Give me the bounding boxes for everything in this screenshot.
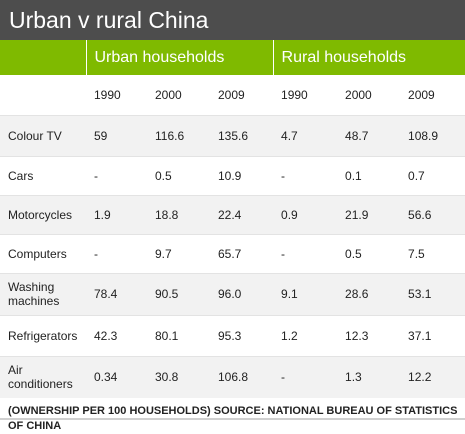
year-header: 2000 [147,75,210,115]
table-cell: 53.1 [400,272,465,315]
table-cell: 37.1 [400,314,465,356]
year-header-row: 1990 2000 2009 1990 2000 2009 [0,75,465,115]
table-row: Cars - 0.5 10.9 - 0.1 0.7 [0,155,465,195]
table-cell: 30.8 [147,355,210,398]
table-row: Air conditioners 0.34 30.8 106.8 - 1.3 1… [0,355,465,398]
table-cell: 22.4 [210,194,274,234]
table-cell: 21.9 [337,194,401,234]
row-label: Air conditioners [0,355,86,398]
table-cell: 56.6 [400,194,465,234]
table-cell: 1.3 [337,355,401,398]
table-cell: 116.6 [147,114,210,156]
table-cell: 65.7 [210,233,274,273]
year-header: 2009 [210,75,274,115]
table-cell: - [273,155,338,195]
table-cell: 48.7 [337,114,401,156]
table-cell: 12.3 [337,314,401,356]
table-cell: 28.6 [337,272,401,315]
year-header: 1990 [86,75,147,115]
table-cell: 95.3 [210,314,274,356]
table-cell: 7.5 [400,233,465,273]
table-row: Computers - 9.7 65.7 - 0.5 7.5 [0,233,465,273]
source-note: (OWNERSHIP PER 100 HOUSEHOLDS) SOURCE: N… [8,405,458,432]
table-cell: 135.6 [210,114,274,156]
table-row: Washing machines 78.4 90.5 96.0 9.1 28.6… [0,272,465,315]
year-header: 1990 [273,75,338,115]
row-label: Washing machines [0,272,86,315]
ownership-table: Urban households Rural households 1990 2… [0,40,465,398]
table-cell: - [86,233,147,273]
table-cell: - [273,233,338,273]
group-header-blank [0,40,86,75]
table-title: Urban v rural China [0,0,465,40]
table-cell: - [86,155,147,195]
table-cell: - [273,355,338,398]
row-label: Computers [0,233,86,273]
table-row: Refrigerators 42.3 80.1 95.3 1.2 12.3 37… [0,314,465,356]
table-cell: 80.1 [147,314,210,356]
table-cell: 4.7 [273,114,338,156]
bottom-divider [0,418,465,420]
row-label: Colour TV [0,114,86,156]
table-cell: 0.5 [147,155,210,195]
rural-group-header: Rural households [272,40,465,75]
table-cell: 0.7 [400,155,465,195]
table-cell: 90.5 [147,272,210,315]
table-cell: 59 [86,114,147,156]
row-label: Motorcycles [0,194,86,234]
table-cell: 0.5 [337,233,401,273]
table-cell: 18.8 [147,194,210,234]
table-cell: 42.3 [86,314,147,356]
table-cell: 9.1 [273,272,338,315]
table-cell: 108.9 [400,114,465,156]
table-cell: 0.1 [337,155,401,195]
row-label: Refrigerators [0,314,86,356]
table-row: Motorcycles 1.9 18.8 22.4 0.9 21.9 56.6 [0,194,465,234]
table-cell: 1.9 [86,194,147,234]
table-cell: 0.34 [86,355,147,398]
table-cell: 106.8 [210,355,274,398]
year-header-blank [0,75,86,115]
year-header: 2000 [337,75,401,115]
year-header: 2009 [400,75,465,115]
table-cell: 9.7 [147,233,210,273]
row-label: Cars [0,155,86,195]
table-cell: 96.0 [210,272,274,315]
table-cell: 10.9 [210,155,274,195]
table-cell: 1.2 [273,314,338,356]
table-cell: 78.4 [86,272,147,315]
group-header-row: Urban households Rural households [0,40,465,75]
urban-group-header: Urban households [85,40,274,75]
table-cell: 0.9 [273,194,338,234]
table-row: Colour TV 59 116.6 135.6 4.7 48.7 108.9 [0,114,465,156]
table-cell: 12.2 [400,355,465,398]
